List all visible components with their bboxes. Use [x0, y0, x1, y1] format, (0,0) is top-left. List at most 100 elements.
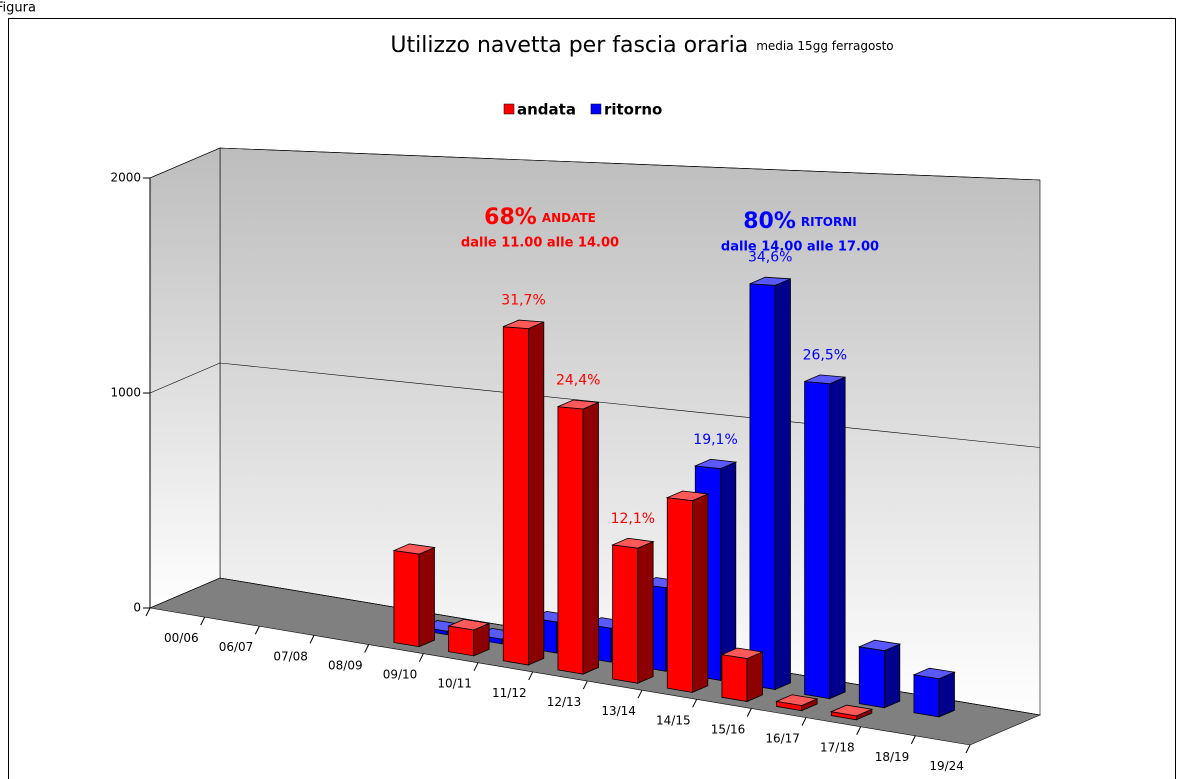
bar-top: [392, 543, 436, 555]
bar-front: [721, 654, 748, 702]
x-tick: [145, 607, 151, 617]
bar-side: [637, 540, 654, 684]
percent-label: 12,1%: [611, 511, 655, 527]
bar-front: [913, 674, 940, 718]
bar-side: [720, 461, 737, 681]
annotation-line: dalle 14.00 alle 17.00: [721, 240, 879, 255]
x-tick: [746, 708, 752, 717]
bar-top: [857, 639, 902, 652]
bar-side: [582, 401, 599, 675]
annotation-line: dalle 11.00 alle 14.00: [461, 236, 619, 251]
x-tick-label: 14/15: [656, 713, 691, 727]
percent-label: 19,1%: [693, 432, 737, 448]
bar-side: [746, 651, 763, 703]
x-tick-label: 17/18: [820, 741, 855, 755]
title: Utilizzo navetta per fascia oraria: [390, 33, 748, 58]
x-tick: [200, 616, 206, 626]
bar-top: [693, 458, 738, 470]
bar: [447, 618, 491, 657]
bar-top: [447, 618, 491, 631]
bar-side: [829, 376, 846, 700]
x-tick-label: 10/11: [437, 677, 472, 691]
percent-label: 34,6%: [748, 249, 792, 265]
bar-front: [749, 283, 776, 690]
bar-top: [720, 647, 764, 659]
legend-label: ritorno: [604, 101, 662, 119]
bar: [749, 276, 791, 691]
legend-label: andata: [517, 101, 576, 119]
x-tick: [801, 717, 807, 726]
bar-side: [938, 671, 955, 718]
x-tick-label: 00/06: [164, 631, 199, 645]
x-tick: [582, 680, 588, 690]
bar-side: [774, 278, 791, 691]
subtitle: media 15gg ferragosto: [756, 39, 893, 53]
bar-front: [858, 646, 885, 709]
annotation-small: ANDATE: [542, 211, 596, 225]
bar-front: [612, 544, 639, 684]
bar-top: [611, 537, 655, 549]
x-tick: [965, 744, 971, 754]
x-tick: [473, 662, 479, 672]
figure-label: Figura: [0, 1, 36, 16]
bar-front: [448, 625, 475, 657]
bar-top: [804, 374, 846, 385]
x-tick-label: 06/07: [219, 640, 254, 654]
x-tick: [910, 735, 916, 745]
bar: [912, 667, 956, 718]
x-tick: [637, 689, 643, 699]
bar-top: [829, 704, 874, 717]
bar: [557, 399, 599, 675]
bar-side: [528, 321, 545, 666]
bar-front: [502, 326, 529, 666]
bar: [804, 374, 846, 700]
plot: 0 1000 2000 00/06 06/07 07/08 08/09 09/10 10/11 1…: [110, 101, 1042, 773]
x-tick-label: 12/13: [547, 695, 582, 709]
bar: [502, 319, 545, 666]
percent-label: 31,7%: [501, 292, 545, 308]
bar-front: [666, 497, 693, 693]
bar-front: [557, 406, 584, 675]
y-tick-label: 1000: [110, 386, 141, 400]
bar-side: [418, 546, 435, 648]
x-tick: [856, 726, 862, 735]
x-tick: [364, 644, 370, 653]
percent-label: 24,4%: [556, 373, 600, 389]
legend-swatch: [503, 103, 515, 115]
annotation-big: 68%: [484, 205, 537, 230]
bar: [775, 694, 819, 712]
x-tick-label: 16/17: [765, 732, 800, 746]
grid-line: [149, 147, 1041, 181]
annotation-head: 80% RITORNI: [743, 209, 857, 234]
x-tick: [309, 635, 315, 644]
bar: [392, 543, 436, 648]
x-tick: [692, 699, 698, 708]
bar-front: [393, 550, 420, 648]
x-tick-label: 15/16: [711, 722, 746, 736]
x-tick-label: 09/10: [383, 668, 418, 682]
bar: [720, 647, 764, 703]
y-tick-label: 0: [133, 601, 141, 615]
bar-top: [503, 319, 544, 330]
x-tick-label: 19/24: [929, 759, 964, 773]
x-tick: [254, 626, 260, 635]
percent-label: 26,5%: [803, 347, 847, 363]
x-tick-label: 11/12: [492, 686, 527, 700]
x-tick-label: 07/08: [273, 649, 308, 663]
annotation-small: RITORNI: [801, 215, 857, 229]
bar-top: [665, 490, 710, 502]
bar-top: [749, 276, 791, 286]
x-tick-label: 08/09: [328, 658, 363, 672]
x-tick: [528, 671, 534, 681]
bar-top: [775, 694, 819, 706]
bar-side: [692, 493, 709, 693]
annotation-big: 80%: [743, 209, 796, 234]
bar: [857, 639, 902, 709]
bar: [665, 490, 710, 693]
chart-title: Utilizzo navetta per fascia oraria media …: [390, 33, 893, 58]
bar: [611, 537, 655, 684]
annotation-head: 68% ANDATE: [484, 205, 596, 230]
y-tick-label: 2000: [110, 171, 141, 185]
